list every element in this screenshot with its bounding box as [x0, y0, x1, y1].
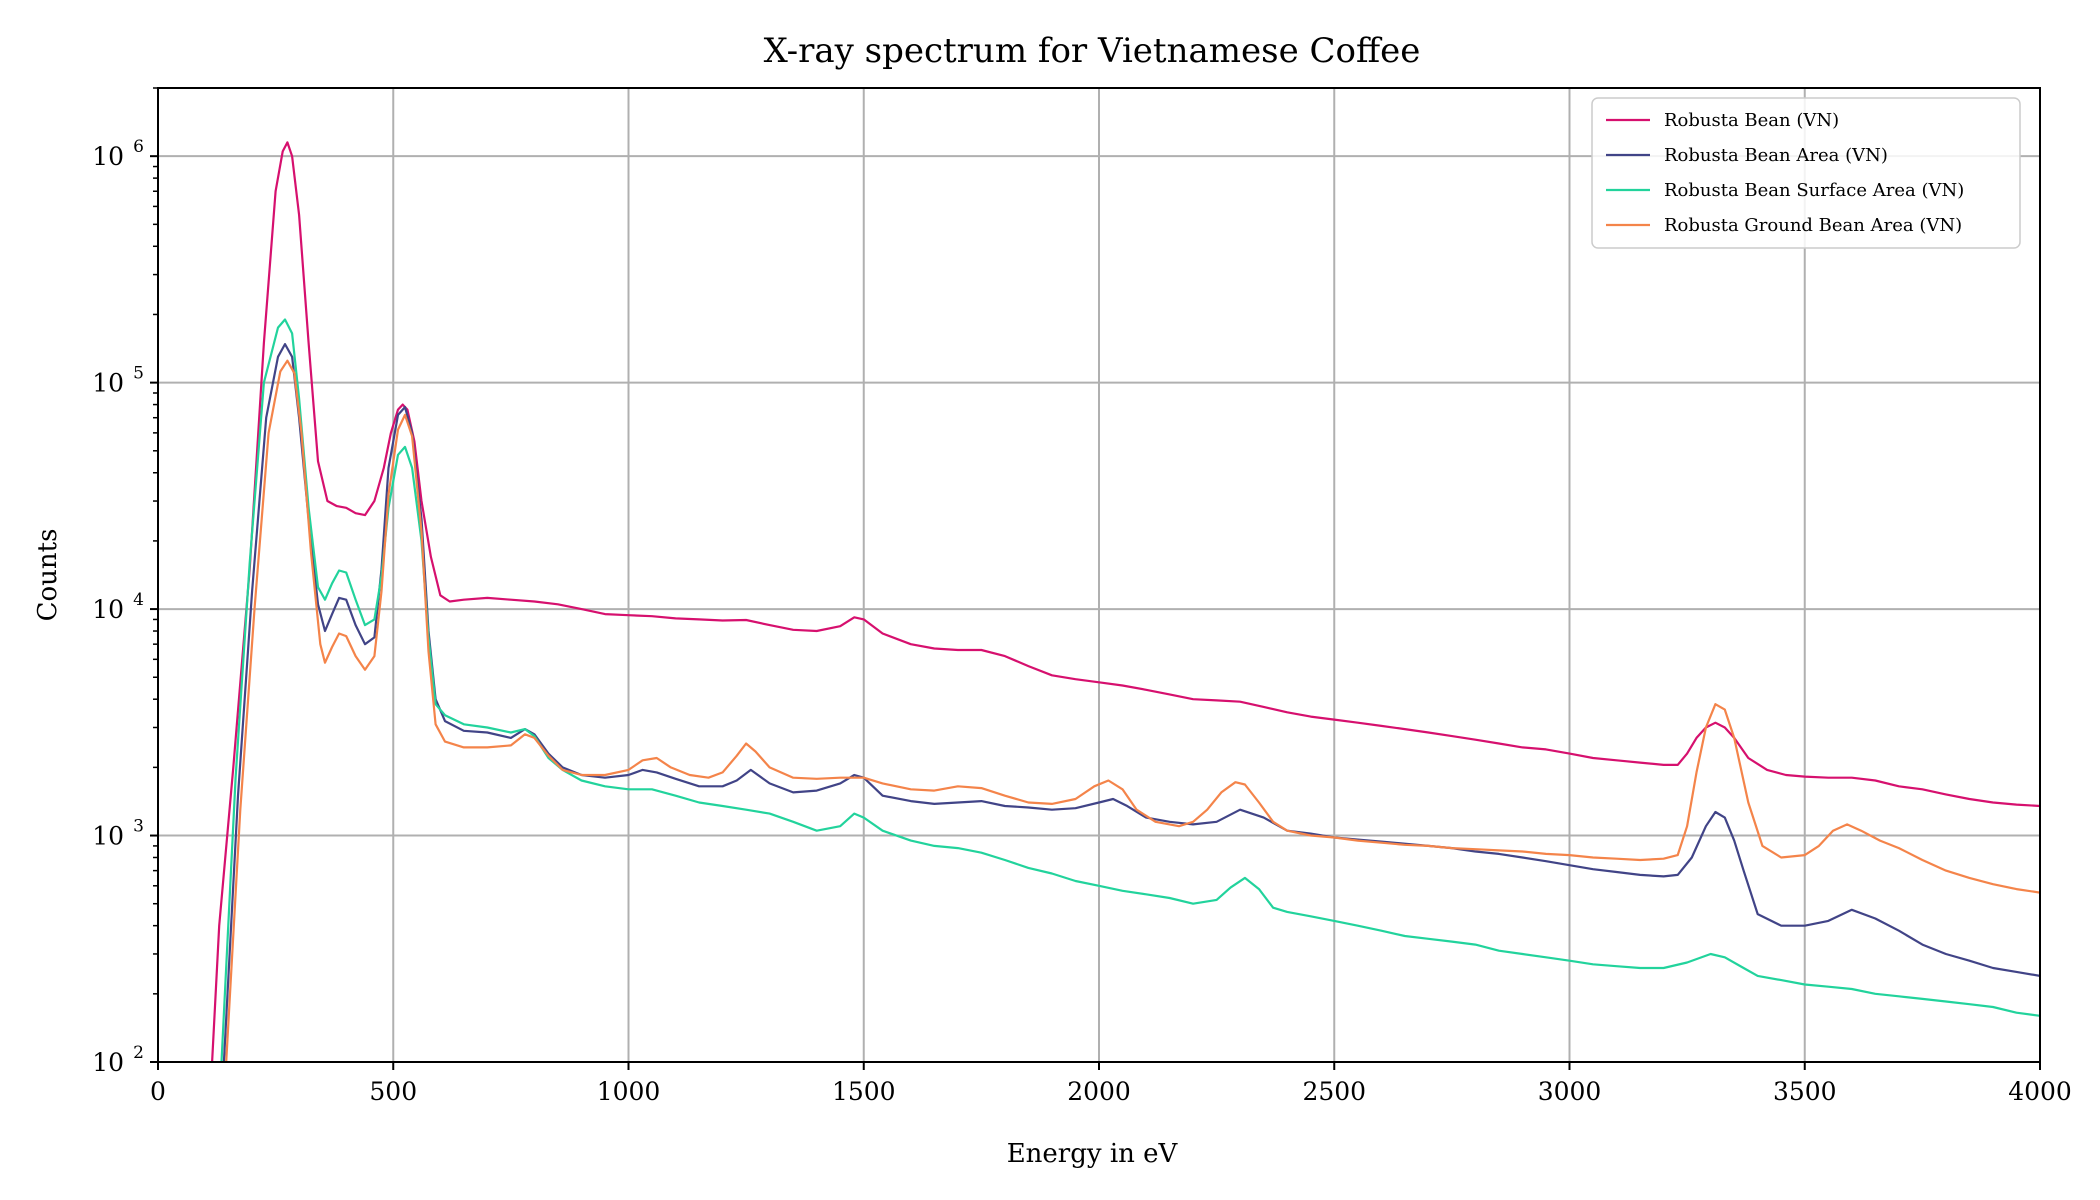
legend-box [1591, 97, 2021, 249]
y-tick-label: 10 [92, 1048, 124, 1077]
series-line-3 [220, 318, 2040, 1062]
y-tick-label: 10 [92, 595, 124, 624]
x-tick-label: 0 [150, 1077, 166, 1106]
x-tick-label: 2500 [1302, 1077, 1366, 1106]
chart-title: X-ray spectrum for Vietnamese Coffee [764, 31, 1421, 71]
legend-label-3: Robusta Bean Surface Area (VN) [1664, 180, 1964, 201]
y-tick-exponent: 6 [133, 137, 144, 157]
x-tick-label: 2000 [1067, 1077, 1131, 1106]
plot-series [211, 141, 2040, 1062]
y-tick-exponent: 4 [133, 590, 144, 610]
axis-ticks: 0 500 1000 1500 2000 2500 3000 3500 4000 10 2 10 3 10… [92, 87, 2072, 1106]
x-axis-label: Energy in eV [1007, 1139, 1179, 1169]
y-tick-exponent: 2 [133, 1043, 144, 1063]
legend-label-2: Robusta Bean Area (VN) [1664, 145, 1888, 166]
y-tick-label: 10 [92, 142, 124, 171]
y-axis-label: Counts [33, 529, 63, 622]
x-tick-label: 1000 [597, 1077, 661, 1106]
x-tick-label: 3000 [1538, 1077, 1602, 1106]
x-tick-label: 3500 [1773, 1077, 1837, 1106]
series-line-1 [211, 141, 2040, 1062]
y-tick-label: 10 [92, 822, 124, 851]
legend-label-4: Robusta Ground Bean Area (VN) [1664, 215, 1962, 236]
x-tick-label: 500 [369, 1077, 417, 1106]
y-tick-label: 10 [92, 369, 124, 398]
series-line-4 [225, 359, 2040, 1062]
series-line-2 [222, 343, 2040, 1062]
x-tick-label: 4000 [2008, 1077, 2072, 1106]
legend: Robusta Bean (VN) Robusta Bean Area (VN) R… [1591, 97, 2021, 249]
y-tick-exponent: 5 [133, 364, 144, 384]
x-tick-label: 1500 [832, 1077, 896, 1106]
legend-label-1: Robusta Bean (VN) [1664, 110, 1839, 131]
y-tick-exponent: 3 [133, 817, 144, 837]
